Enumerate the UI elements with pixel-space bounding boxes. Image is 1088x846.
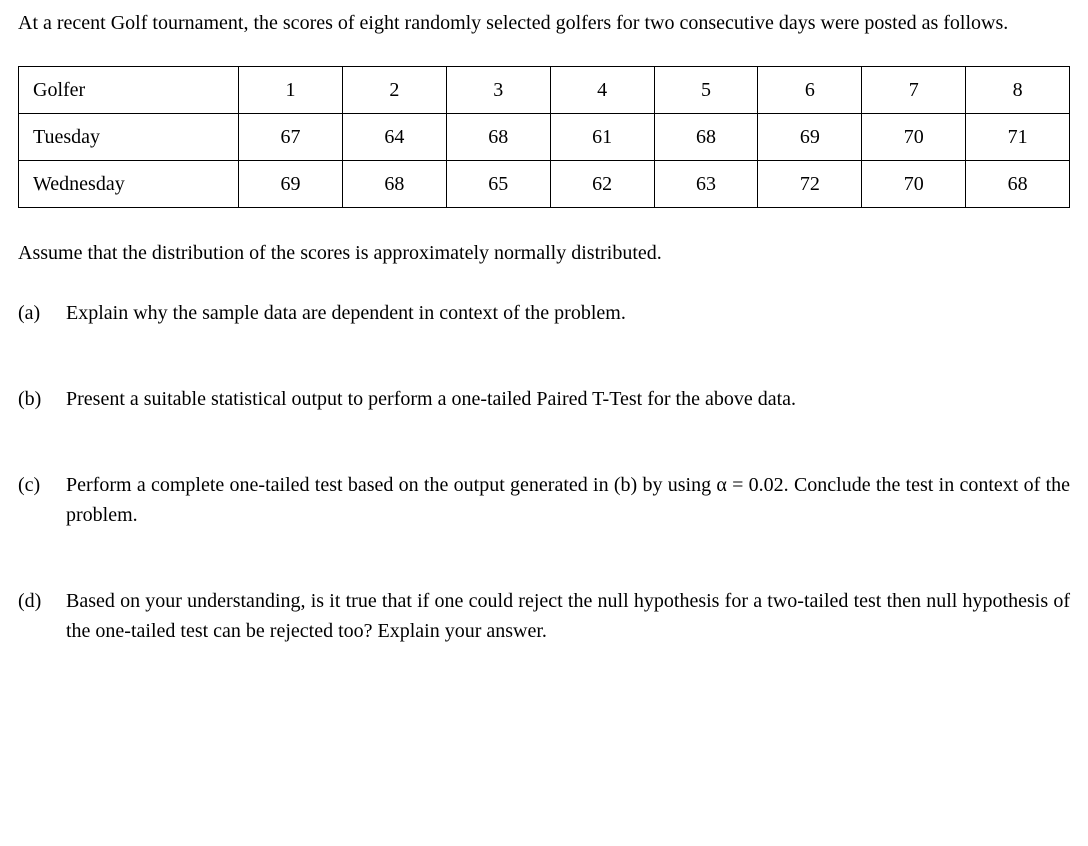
question-text: Perform a complete one-tailed test based… — [66, 470, 1070, 530]
table-cell: 6 — [758, 67, 862, 114]
table-cell: 67 — [239, 114, 343, 161]
row-header-cell: Wednesday — [19, 161, 239, 208]
table-cell: 61 — [550, 114, 654, 161]
table-cell: 64 — [342, 114, 446, 161]
question-label: (c) — [18, 470, 66, 530]
table-cell: 1 — [239, 67, 343, 114]
table-row: Wednesday 69 68 65 62 63 72 70 68 — [19, 161, 1070, 208]
table-cell: 5 — [654, 67, 758, 114]
question-b: (b) Present a suitable statistical outpu… — [18, 384, 1070, 414]
row-header-cell: Tuesday — [19, 114, 239, 161]
assumption-text: Assume that the distribution of the scor… — [18, 238, 1070, 268]
table-cell: 70 — [862, 161, 966, 208]
table-cell: 68 — [342, 161, 446, 208]
scores-table: Golfer 1 2 3 4 5 6 7 8 Tuesday 67 64 68 … — [18, 66, 1070, 208]
table-cell: 69 — [758, 114, 862, 161]
table-cell: 68 — [966, 161, 1070, 208]
table-cell: 65 — [446, 161, 550, 208]
table-row: Golfer 1 2 3 4 5 6 7 8 — [19, 67, 1070, 114]
table-cell: 2 — [342, 67, 446, 114]
question-a: (a) Explain why the sample data are depe… — [18, 298, 1070, 328]
table-cell: 68 — [446, 114, 550, 161]
table-cell: 72 — [758, 161, 862, 208]
table-cell: 62 — [550, 161, 654, 208]
row-header-cell: Golfer — [19, 67, 239, 114]
table-cell: 7 — [862, 67, 966, 114]
table-cell: 63 — [654, 161, 758, 208]
question-label: (a) — [18, 298, 66, 328]
question-c: (c) Perform a complete one-tailed test b… — [18, 470, 1070, 530]
intro-text: At a recent Golf tournament, the scores … — [18, 8, 1070, 38]
question-label: (b) — [18, 384, 66, 414]
table-cell: 71 — [966, 114, 1070, 161]
question-text: Explain why the sample data are dependen… — [66, 298, 1070, 328]
table-cell: 3 — [446, 67, 550, 114]
table-row: Tuesday 67 64 68 61 68 69 70 71 — [19, 114, 1070, 161]
question-text: Based on your understanding, is it true … — [66, 586, 1070, 646]
question-d: (d) Based on your understanding, is it t… — [18, 586, 1070, 646]
table-cell: 8 — [966, 67, 1070, 114]
question-text: Present a suitable statistical output to… — [66, 384, 1070, 414]
table-cell: 68 — [654, 114, 758, 161]
table-cell: 4 — [550, 67, 654, 114]
question-label: (d) — [18, 586, 66, 646]
table-cell: 70 — [862, 114, 966, 161]
table-cell: 69 — [239, 161, 343, 208]
